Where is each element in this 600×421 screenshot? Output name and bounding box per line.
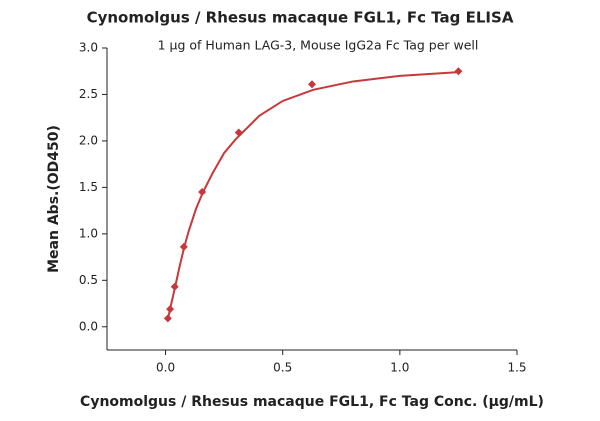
data-point [179,242,188,251]
y-tick-label: 0.0 [79,319,98,333]
y-tick-label: 0.5 [79,273,98,287]
x-tick-label: 0.0 [156,361,175,375]
chart-subtitle: 1 µg of Human LAG-3, Mouse IgG2a Fc Tag … [158,38,479,53]
y-tick-label: 2.0 [79,133,98,147]
chart-title: Cynomolgus / Rhesus macaque FGL1, Fc Tag… [87,9,514,27]
y-tick-label: 1.0 [79,226,98,240]
data-point [198,188,207,197]
y-tick-label: 3.0 [79,41,98,55]
x-axis-label: Cynomolgus / Rhesus macaque FGL1, Fc Tag… [80,394,544,410]
data-point [454,67,463,76]
data-point [308,80,316,89]
data-point [234,128,243,137]
y-tick-label: 1.5 [79,180,98,194]
data-point [170,282,179,291]
x-tick-label: 1.0 [390,361,409,375]
x-tick-label: 1.5 [507,361,526,375]
y-tick-label: 2.5 [79,87,98,101]
data-point [163,314,172,323]
data-point [166,305,175,314]
y-axis-label: Mean Abs.(OD450) [46,125,62,273]
fit-curve [166,71,459,320]
x-tick-label: 0.5 [273,361,292,375]
